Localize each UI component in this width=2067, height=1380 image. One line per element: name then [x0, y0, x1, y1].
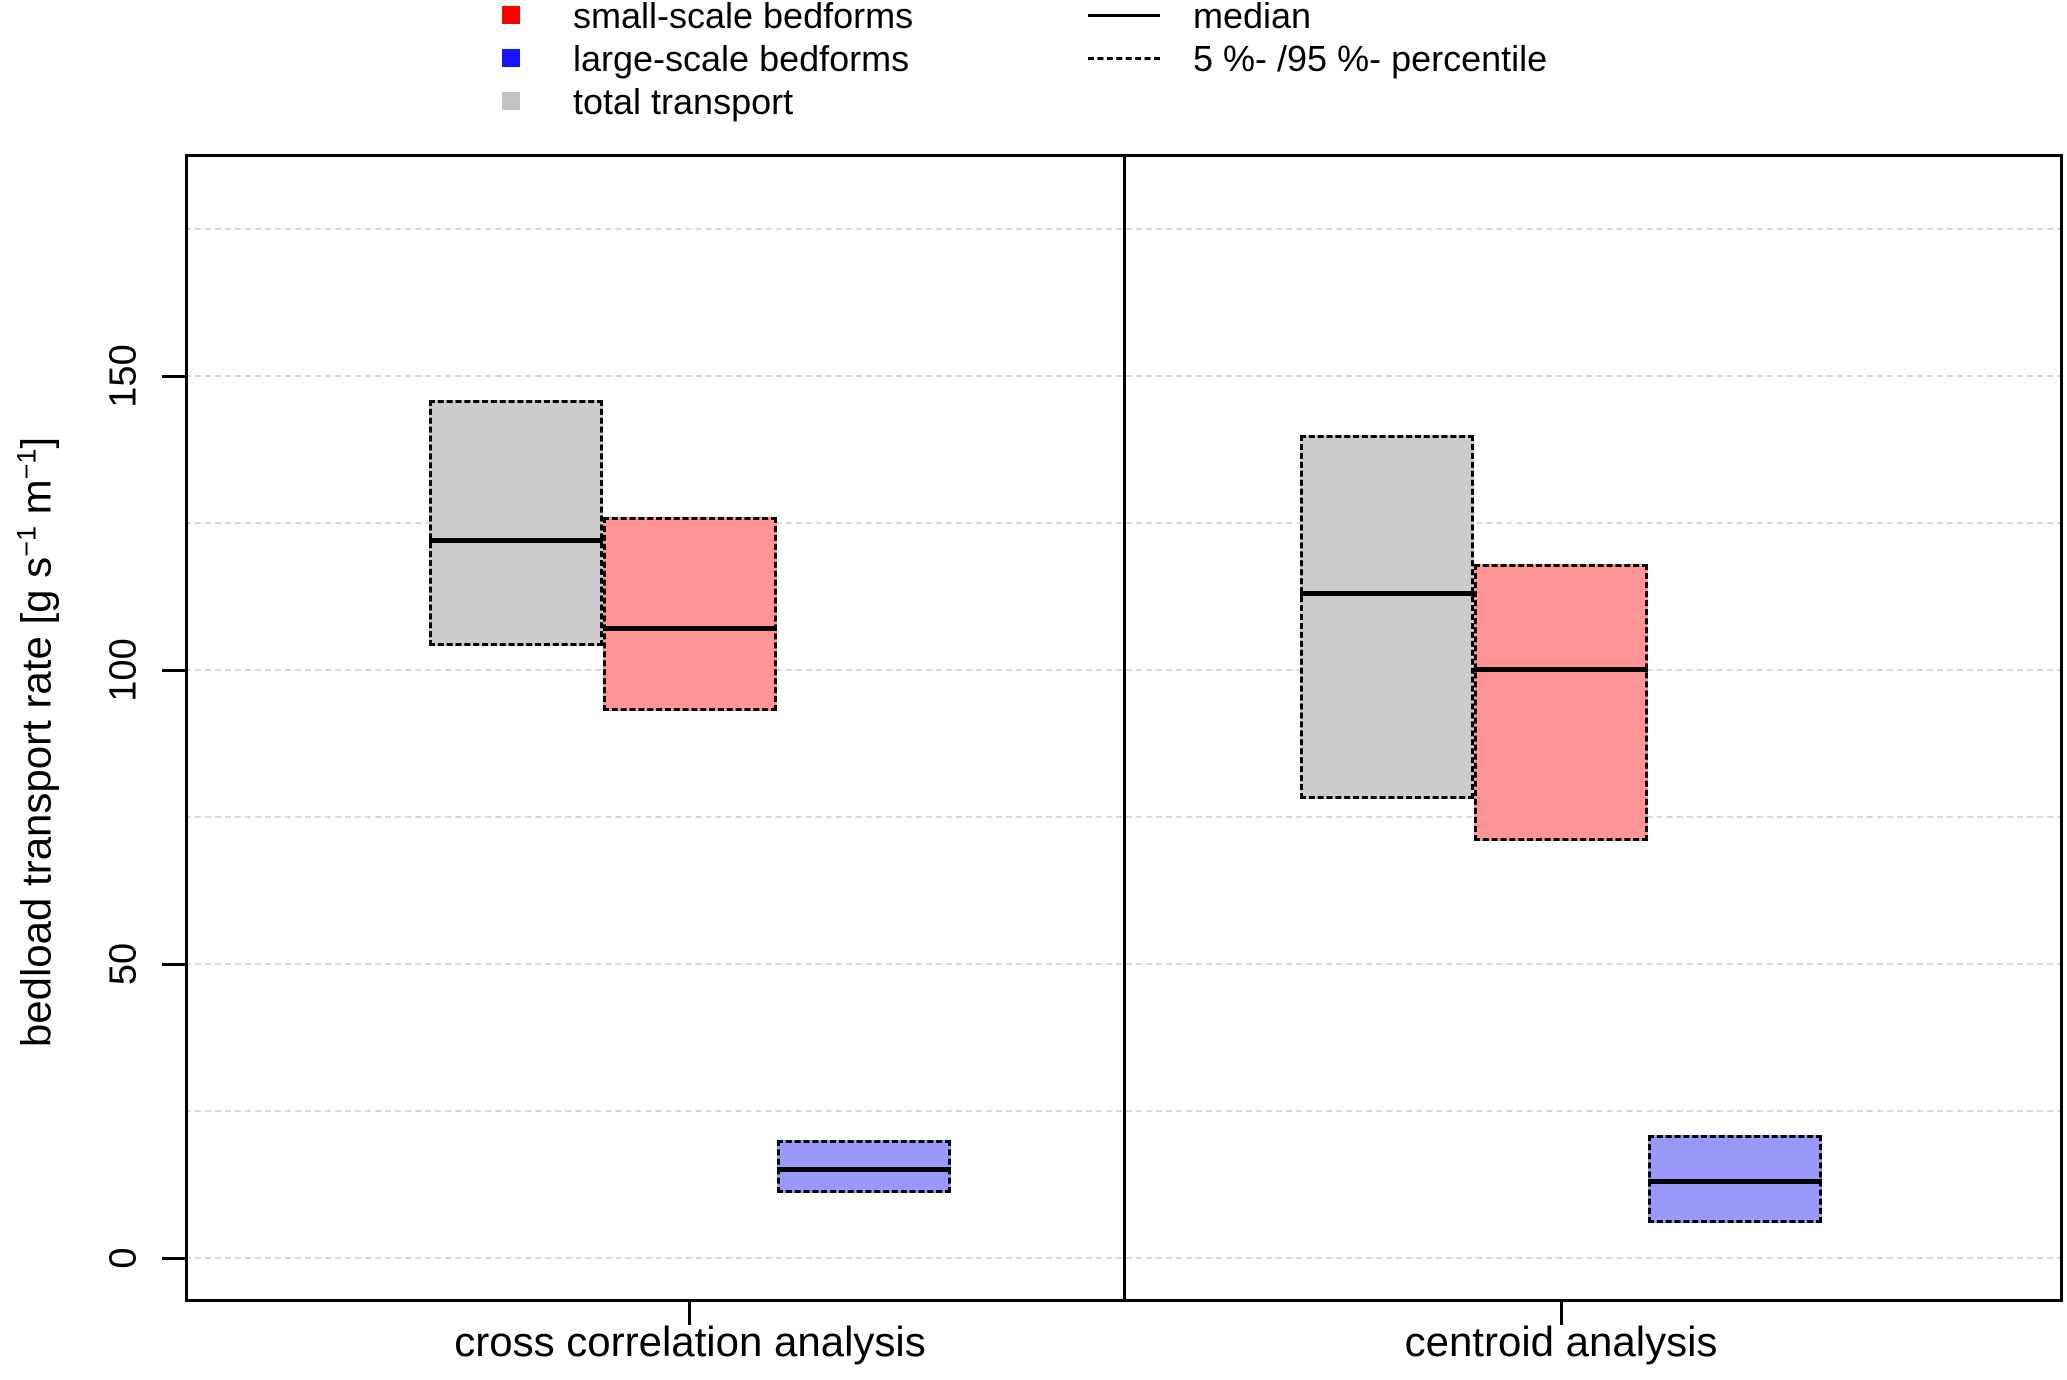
legend-label-total-transport: total transport	[573, 81, 794, 122]
y-tick-label-0: 0	[102, 1247, 145, 1269]
y-tick-150	[162, 374, 185, 378]
x-tick-centroid	[1560, 1302, 1563, 1325]
x-group-label-centroid: centroid analysis	[1404, 1318, 1718, 1365]
panel-divider	[1123, 154, 1126, 1302]
box-small-scale-bedforms-centroid-analysis	[1474, 564, 1648, 841]
y-axis-title: bedload transport rate [g s−1 m−1]	[12, 437, 61, 1047]
y-tick-100	[162, 668, 185, 672]
legend-swatch-small-scale-bedforms	[502, 6, 520, 24]
box-total-transport-cross-correlation-analysis	[429, 399, 603, 647]
legend-swatch-large-scale-bedforms	[502, 49, 520, 67]
y-tick-50	[162, 962, 185, 966]
legend-percentile-line-sample	[1088, 57, 1160, 60]
legend-median-line-sample	[1088, 14, 1160, 17]
box-total-transport-centroid-analysis	[1300, 434, 1474, 800]
y-tick-label-50: 50	[102, 942, 145, 986]
box-large-scale-bedforms-centroid-analysis	[1648, 1134, 1822, 1223]
legend-label-small-scale-bedforms: small-scale bedforms	[573, 0, 914, 36]
y-tick-label-100: 100	[102, 638, 145, 702]
median-line-large-scale-bedforms-centroid-analysis	[1648, 1179, 1822, 1185]
y-axis-title-sup1: −1	[11, 526, 42, 557]
x-group-label-cross-correlation: cross correlation analysis	[454, 1318, 926, 1365]
y-axis-title-text2: m	[12, 479, 60, 527]
box-large-scale-bedforms-cross-correlation-analysis	[777, 1140, 951, 1194]
legend-label-median: median	[1193, 0, 1312, 36]
y-axis-title-sup2: −1	[11, 448, 42, 480]
median-line-large-scale-bedforms-cross-correlation-analysis	[777, 1167, 951, 1173]
legend-label-large-scale-bedforms: large-scale bedforms	[573, 38, 910, 79]
y-axis-title-text3: ]	[12, 436, 60, 449]
median-line-small-scale-bedforms-cross-correlation-analysis	[603, 626, 777, 632]
y-tick-0	[162, 1256, 185, 1260]
legend-label-percentile: 5 %- /95 %- percentile	[1193, 38, 1548, 79]
median-line-total-transport-cross-correlation-analysis	[429, 538, 603, 544]
y-axis-title-text: bedload transport rate [g s	[12, 556, 60, 1048]
median-line-small-scale-bedforms-centroid-analysis	[1474, 667, 1648, 673]
y-tick-label-150: 150	[102, 344, 145, 408]
median-line-total-transport-centroid-analysis	[1300, 591, 1474, 597]
x-tick-cross-correlation	[688, 1302, 691, 1325]
plot-area	[185, 154, 2063, 1302]
box-small-scale-bedforms-cross-correlation-analysis	[603, 517, 777, 712]
legend-swatch-total-transport	[502, 92, 520, 110]
